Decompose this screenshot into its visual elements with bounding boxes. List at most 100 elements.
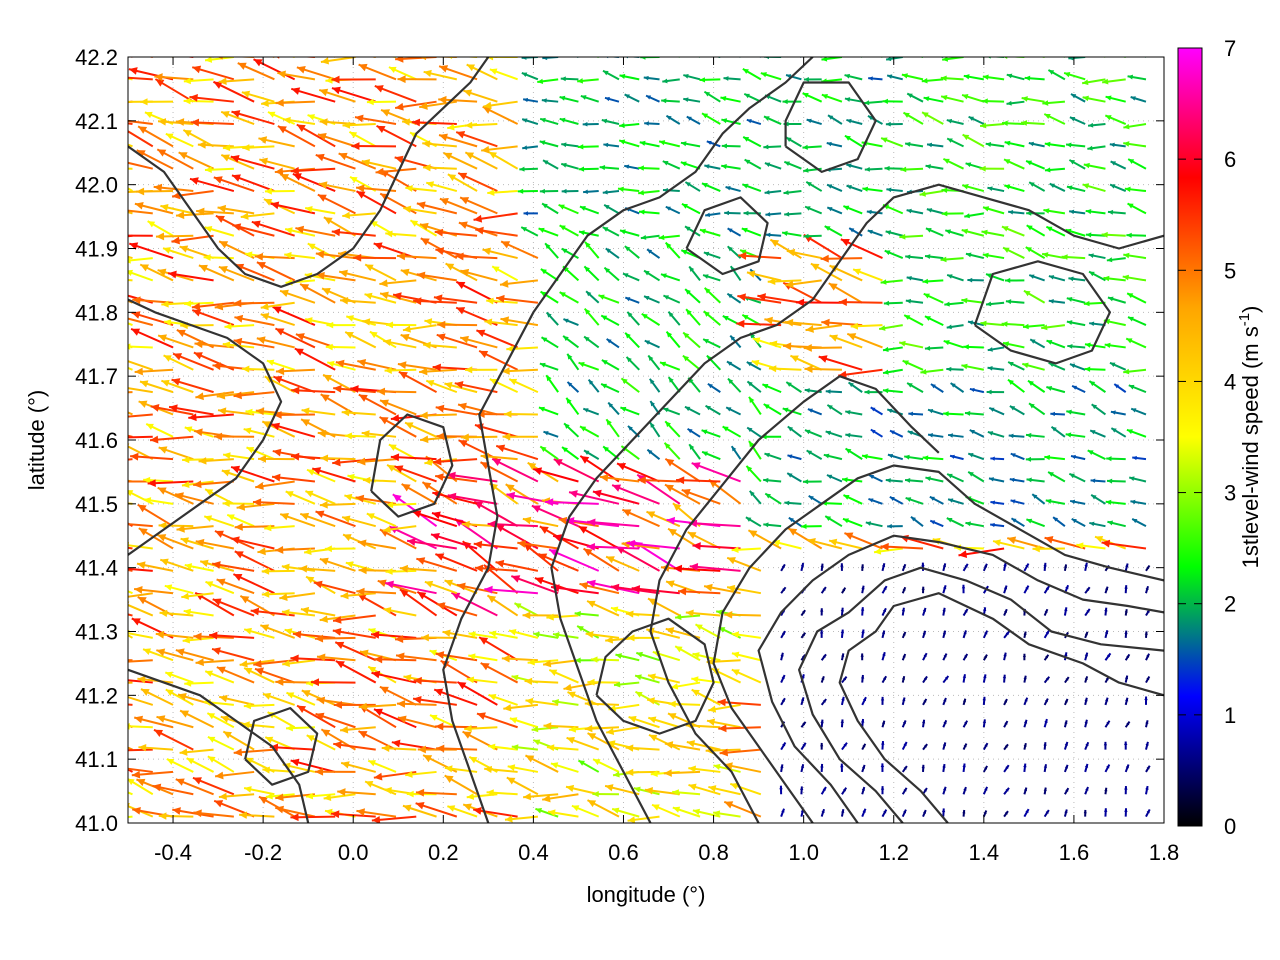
wind-vector <box>131 770 174 779</box>
wind-vector-head <box>590 656 598 663</box>
wind-vector-head <box>387 464 396 472</box>
wind-vector-head <box>902 587 906 591</box>
wind-vector-head <box>1026 518 1033 524</box>
wind-vector-head <box>727 557 736 565</box>
wind-vector <box>147 479 194 488</box>
wind-vector-head <box>305 205 313 213</box>
wind-vector-head <box>1107 296 1114 302</box>
wind-vector <box>204 225 235 237</box>
wind-vector-head <box>102 134 110 141</box>
wind-vector <box>885 478 903 483</box>
wind-vector <box>980 122 1005 129</box>
wind-vector-head <box>442 629 451 637</box>
wind-vector-head <box>818 355 828 363</box>
wind-vector <box>382 525 417 534</box>
wind-vector-head <box>181 481 190 489</box>
wind-vector-head <box>943 786 947 791</box>
wind-vector-head <box>1111 428 1117 433</box>
wind-vector <box>506 345 538 353</box>
wind-vector-head <box>1061 254 1068 260</box>
wind-vector-head <box>923 698 927 703</box>
wind-vector <box>861 453 883 461</box>
wind-vector-head <box>920 369 927 375</box>
wind-vector-head <box>291 386 300 395</box>
wind-vector-head <box>647 249 653 254</box>
wind-vector <box>1043 718 1048 728</box>
wind-vector-head <box>982 252 989 259</box>
wind-vector <box>763 115 782 125</box>
wind-vector <box>281 563 316 572</box>
wind-vector <box>561 446 580 460</box>
wind-vector-head <box>962 134 970 141</box>
wind-vector <box>1031 493 1046 505</box>
wind-vector <box>946 274 964 282</box>
wind-vector-head <box>929 496 935 501</box>
wind-vector <box>942 584 947 594</box>
wind-vector-head <box>110 414 118 422</box>
wind-vector <box>508 378 539 394</box>
wind-vector-head <box>1129 476 1135 481</box>
wind-vector <box>537 553 579 572</box>
wind-vector-head <box>672 806 681 813</box>
wind-vector-head <box>239 660 248 668</box>
wind-vector-head <box>377 579 387 588</box>
wind-vector <box>1084 562 1088 572</box>
wind-vector <box>663 769 701 777</box>
wind-vector <box>964 212 984 219</box>
wind-vector-head <box>256 262 266 270</box>
wind-vector-head <box>1105 115 1112 121</box>
wind-vector-shaft <box>128 130 154 148</box>
wind-vector <box>668 700 701 708</box>
wind-vector <box>385 321 417 329</box>
wind-vector <box>702 338 721 349</box>
wind-vector-head <box>307 114 316 121</box>
wind-vector-head <box>624 164 630 169</box>
wind-vector <box>220 154 255 170</box>
wind-vector <box>1103 275 1126 282</box>
wind-vector <box>356 587 397 596</box>
wind-vector <box>1023 289 1046 304</box>
wind-vector-head <box>592 489 602 498</box>
wind-vector <box>942 786 947 795</box>
wind-vector-head <box>950 454 955 459</box>
wind-vector-head <box>105 783 112 789</box>
wind-vector <box>674 645 701 662</box>
wind-vector-head <box>563 335 569 342</box>
wind-vector-head <box>1046 385 1053 391</box>
wind-vector <box>906 382 924 393</box>
wind-vector <box>840 238 883 259</box>
wind-vector <box>901 765 908 773</box>
wind-vector-head <box>843 676 847 681</box>
wind-vector-head <box>638 165 644 171</box>
wind-vector-head <box>580 455 590 464</box>
wind-vector <box>860 674 865 683</box>
wind-vector-head <box>445 263 455 271</box>
wind-vector <box>628 715 660 729</box>
wind-vector <box>687 427 701 438</box>
wind-vector-head <box>161 379 170 387</box>
wind-vector <box>1144 631 1148 638</box>
wind-vector <box>301 689 336 706</box>
wind-vector-head <box>219 241 229 249</box>
wind-vector <box>664 457 701 483</box>
wind-vector-head <box>1127 203 1134 209</box>
wind-vector <box>577 759 600 773</box>
wind-vector <box>721 118 741 125</box>
wind-vector-head <box>804 388 810 393</box>
wind-vector-head <box>341 408 350 417</box>
wind-vector <box>547 809 579 818</box>
wind-vector-head <box>420 435 429 444</box>
wind-vector-head <box>721 143 727 149</box>
wind-vector-head <box>131 770 141 779</box>
wind-vector <box>158 521 194 530</box>
wind-vector <box>826 206 843 215</box>
wind-vector-head <box>901 607 906 612</box>
wind-vector-head <box>283 116 291 124</box>
wind-vector <box>542 159 559 170</box>
wind-vector <box>397 361 437 371</box>
wind-vector-head <box>604 96 610 102</box>
wind-vector <box>861 585 865 594</box>
wind-vector-head <box>718 724 727 733</box>
wind-vector <box>824 515 843 528</box>
wind-vector <box>1068 276 1086 282</box>
